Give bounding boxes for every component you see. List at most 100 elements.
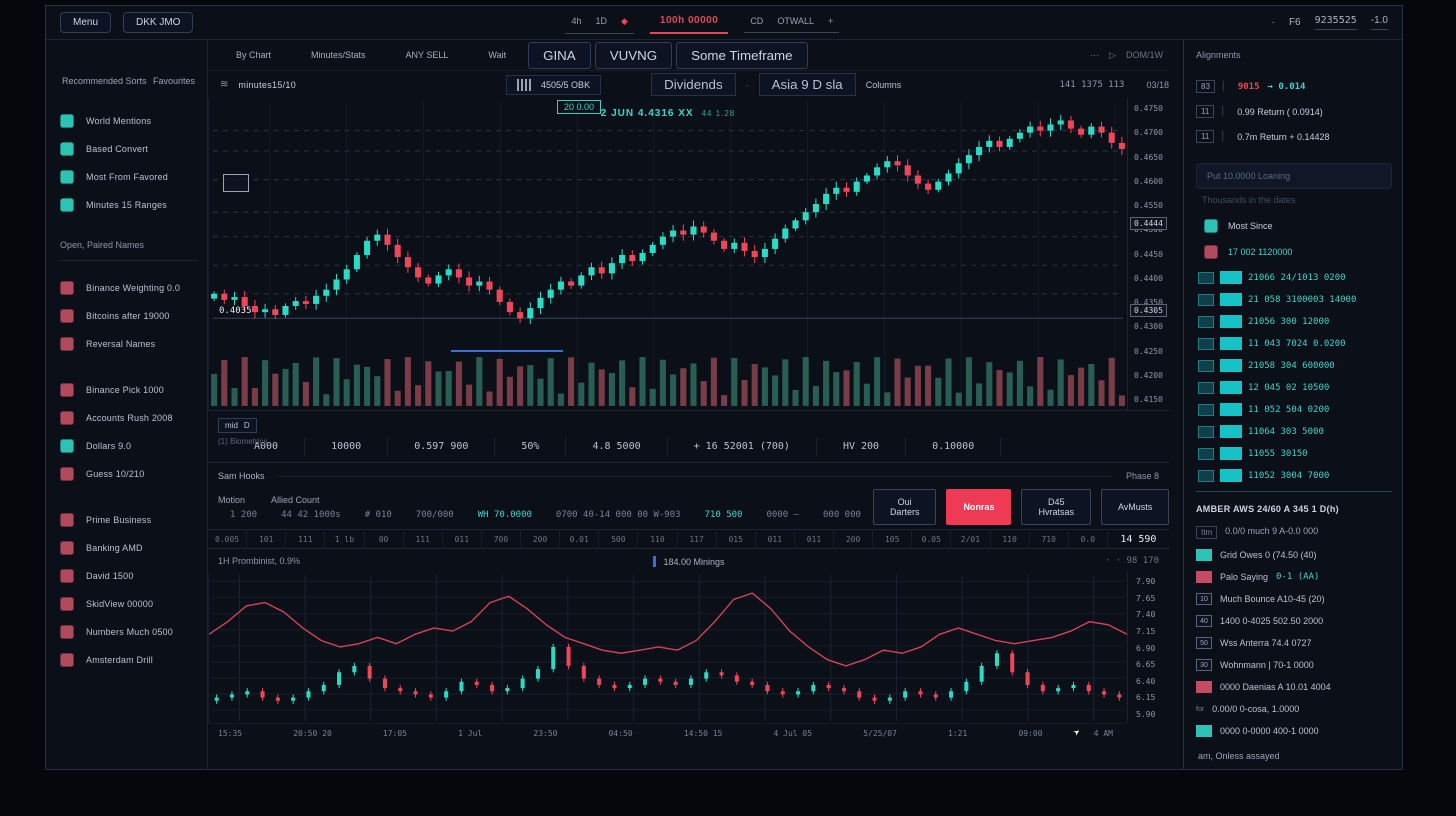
sidebar-tab-recommended[interactable]: Recommended Sorts (62, 76, 147, 86)
pair-item[interactable]: Numbers Much 0500 (60, 623, 197, 641)
layers-icon[interactable]: ≋ (220, 79, 229, 90)
orderbook-row[interactable]: 11055 30150 (1198, 447, 1392, 460)
pair-item[interactable]: Amsterdam Drill (60, 651, 197, 669)
ticker-cell[interactable]: 117 (678, 530, 717, 548)
pair-item[interactable]: Bitcoins after 19000 (60, 307, 197, 325)
ticker-cell[interactable]: 110 (638, 530, 678, 548)
orderbook-row[interactable]: 21 058 3100003 14000 (1198, 293, 1392, 306)
ticker-cell[interactable]: 0.005 (208, 530, 248, 548)
pair-item[interactable]: Dollars 9.0 (60, 437, 197, 455)
ticker-cell[interactable]: 700 (482, 530, 521, 548)
ticker-cell[interactable]: 200 (521, 530, 561, 548)
sub-chart-legend[interactable]: 184.00 Minings (652, 556, 725, 567)
orderbook-row[interactable]: 21066 24/1013 0200 (1198, 271, 1392, 284)
vuvng-button[interactable]: VUVNG (594, 41, 673, 69)
market-row[interactable]: for 0.00/0 0-cosa, 1.0000 (1196, 703, 1392, 715)
columns-toggle[interactable]: Columns (865, 79, 902, 90)
active-symbol-tab[interactable]: 100h 00000 (649, 11, 729, 34)
pair-item[interactable]: Binance Pick 1000 (60, 381, 197, 399)
ticker-cell[interactable]: 0.05 (912, 530, 952, 548)
sidebar-tab-favourites[interactable]: Favourites (152, 76, 195, 86)
market-row[interactable]: Palo Saying 0-1 (AA) (1196, 571, 1392, 583)
menu-button[interactable]: Menu (60, 12, 112, 33)
pair-item[interactable]: Guess 10/210 (60, 465, 197, 483)
interval-chip[interactable]: mid D (218, 418, 257, 433)
orderbook-row[interactable]: 12 045 02 10500 (1198, 381, 1392, 394)
market-row[interactable]: Grid Owes 0 (74.50 (40) (1196, 549, 1392, 561)
watchlist-item[interactable]: Minutes 15 Ranges (60, 196, 197, 214)
market-row[interactable]: 0000 0-0000 400-1 0000 (1196, 725, 1392, 737)
indicator-axis[interactable]: 7.90 7.65 7.40 7.15 6.90 6.65 6.40 6.15 5.90 (1127, 573, 1169, 723)
market-row[interactable]: 40 1400 0-4025 502.50 2000 (1196, 615, 1392, 627)
summary-row[interactable]: 11 ▏ 0.99 Return ( 0.0914) (1196, 105, 1392, 118)
motion-label[interactable]: Motion (218, 494, 246, 505)
pair-item[interactable]: Accounts Rush 2008 (60, 409, 197, 427)
secondary-symbol-tab[interactable]: CD OTWALL + (744, 12, 840, 33)
allied-count-label[interactable]: Allied Count (271, 494, 320, 505)
symbol-label[interactable]: minutes15/10 (238, 79, 297, 90)
ticker-cell[interactable]: 011 (443, 530, 482, 548)
market-row[interactable]: 50 Wss Anterra 74.4 0727 (1196, 637, 1392, 649)
ticker-cell[interactable]: 2/01 (951, 530, 991, 548)
watchlist-item[interactable]: World Mentions (60, 112, 197, 130)
orderbook-row[interactable]: 11 043 7024 0.0200 (1198, 337, 1392, 350)
quick-item[interactable]: 17 002 1120000 (1204, 245, 1392, 259)
chart-tab-any-sell[interactable]: ANY SELL (405, 50, 449, 60)
ticker-cell[interactable]: 011 (795, 530, 834, 548)
account-label[interactable]: F6 (1288, 17, 1301, 28)
pair-item[interactable]: SkidView 00000 (60, 595, 197, 613)
ticker-cell[interactable]: 0.0 (1069, 530, 1108, 548)
main-chart-plot[interactable]: 20 0.00 2 JUN 4.4316 XX 44 1.28 0.4035 (208, 98, 1127, 410)
time-axis[interactable]: 15:35 20:50 20 17:05 1 Jul 23:50 04:50 14:50 1… (208, 723, 1127, 743)
pair-item[interactable]: Banking AMD (60, 539, 197, 557)
asia-session-button[interactable]: Asia 9 D sla (758, 73, 856, 96)
ticker-cell[interactable]: 011 (756, 530, 795, 548)
orderbook-row[interactable]: 11052 3004 7000 (1198, 469, 1392, 482)
orderbook-row[interactable]: 11 052 504 0200 (1198, 403, 1392, 416)
ticker-cell[interactable]: 0.01 (560, 530, 600, 548)
ticker-cell[interactable]: 110 (991, 530, 1030, 548)
summary-row[interactable]: 11 ▏ 0.7m Return + 0.14428 (1196, 130, 1392, 143)
orderbook-row[interactable]: 21056 300 12000 (1198, 315, 1392, 328)
ticker-cell[interactable]: 710 (1030, 530, 1069, 548)
market-row[interactable]: 10 Much Bounce A10-45 (20) (1196, 593, 1392, 605)
chart-tab-wait[interactable]: Wait (488, 50, 507, 60)
dividends-button[interactable]: Dividends (651, 73, 736, 96)
order-action-button[interactable]: D45 Hvratsas (1021, 489, 1091, 525)
pair-item[interactable]: David 1500 (60, 567, 197, 585)
ticker-cell[interactable]: 101 (247, 530, 287, 548)
pair-item[interactable]: Prime Business (60, 511, 197, 529)
orderbook-row[interactable]: 21058 304 600000 (1198, 359, 1392, 372)
indicator-chart[interactable] (209, 573, 1127, 723)
timeframe-tab-4h[interactable]: 4h (571, 16, 582, 26)
quick-item[interactable]: Most Since (1204, 219, 1392, 233)
trendline-drawing[interactable] (451, 350, 563, 352)
ticker-cell[interactable]: 111 (404, 530, 443, 548)
more-dots-icon[interactable]: ⋯ (1090, 49, 1100, 60)
timeframe-button[interactable]: Some Timeframe (676, 41, 808, 69)
chart-annotation-box[interactable] (223, 174, 249, 192)
ticker-cell[interactable]: 00 (365, 530, 404, 548)
add-tab-icon[interactable]: + (828, 16, 834, 26)
price-axis[interactable]: 0.4750 0.4700 0.4650 0.4600 0.4550 0.4500 0.44… (1127, 98, 1169, 410)
order-action-button[interactable]: Oui Darters (872, 489, 937, 525)
market-row[interactable]: 0000 Daenias A 10.01 4004 (1196, 681, 1392, 693)
price-alert-badge[interactable]: 20 0.00 (557, 100, 602, 114)
order-action-button[interactable]: Nonras (946, 489, 1012, 525)
gina-button[interactable]: GINA (528, 41, 591, 69)
watchlist-item[interactable]: Most From Favored (60, 168, 197, 186)
play-icon[interactable]: ▷ (1109, 49, 1116, 60)
orderbook-row[interactable]: 11064 303 5000 (1198, 425, 1392, 438)
ticker-cell[interactable]: 1 lb (325, 530, 365, 548)
ticker-cell[interactable]: 105 (873, 530, 913, 548)
ticker-cell[interactable]: 14 590 (1120, 533, 1157, 545)
snapshot-chip[interactable]: 4505/5 OBK (506, 74, 602, 95)
ticker-cell[interactable]: 200 (834, 530, 874, 548)
summary-row[interactable]: 83 ▏ 9015 → 0.014 (1196, 80, 1392, 93)
chart-tab-minutes[interactable]: Minutes/Stats (311, 50, 366, 60)
market-row[interactable]: 30 Wohnmann | 70-1 0000 (1196, 659, 1392, 671)
pair-item[interactable]: Binance Weighting 0.0 (60, 279, 197, 297)
balance-value[interactable]: 9235525 (1314, 15, 1357, 30)
ticker-cell[interactable]: 500 (599, 530, 639, 548)
pair-item[interactable]: Reversal Names (60, 335, 197, 353)
